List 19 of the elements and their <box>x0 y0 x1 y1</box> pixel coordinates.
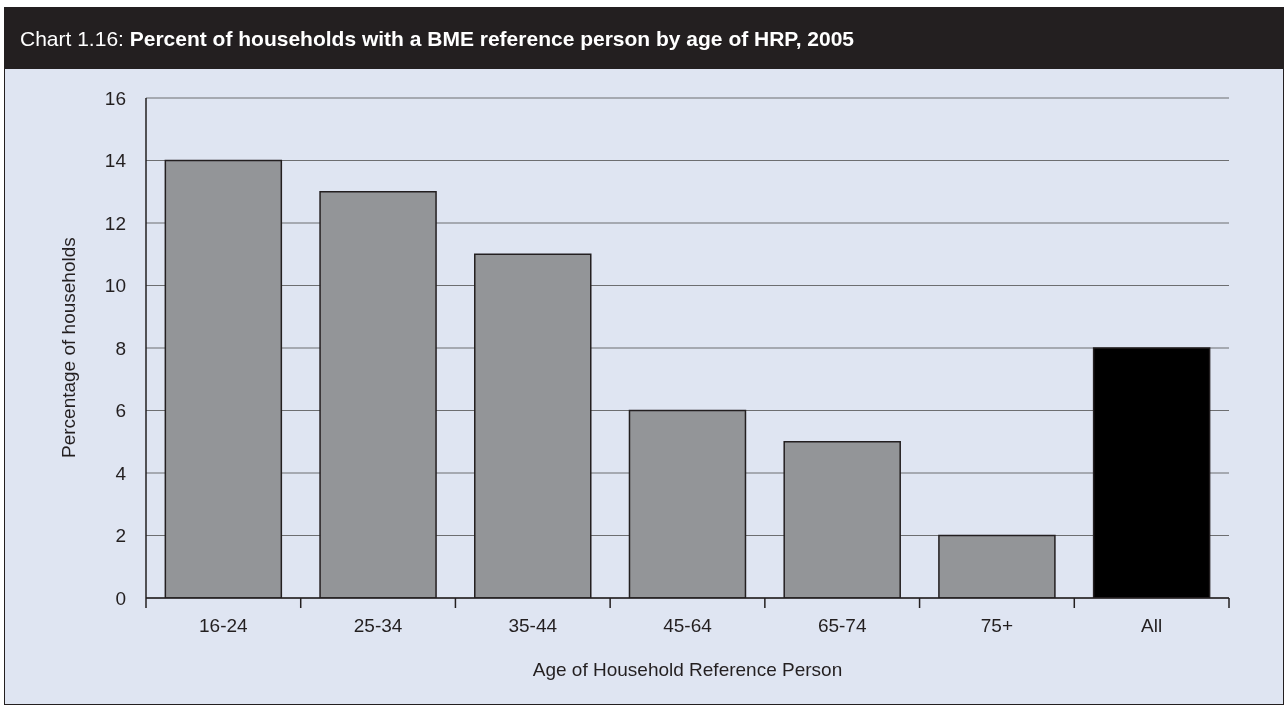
y-tick-label: 14 <box>104 150 127 172</box>
y-tick-label: 16 <box>104 87 126 109</box>
y-tick-label: 2 <box>115 525 126 547</box>
y-tick-label: 8 <box>115 337 126 359</box>
y-tick-label: 4 <box>115 462 127 484</box>
y-tick-label: 10 <box>104 275 126 297</box>
y-tick-label: 6 <box>115 400 126 422</box>
x-tick-label: 65-74 <box>817 615 867 636</box>
x-tick-label: 16-24 <box>199 615 249 636</box>
y-tick-label: 0 <box>115 587 126 609</box>
x-tick-label: 25-34 <box>353 615 403 636</box>
y-tick-label: 12 <box>104 212 126 234</box>
x-tick-label: 35-44 <box>508 615 558 636</box>
y-axis-title: Percentage of households <box>57 237 79 458</box>
x-tick-label: All <box>1141 615 1163 636</box>
x-tick-label: 45-64 <box>663 615 713 636</box>
chart-title: Chart 1.16: Percent of households with a BME reference person by age of HRP, 2005 <box>20 26 855 50</box>
x-tick-label: 75+ <box>980 615 1014 636</box>
x-axis-title: Age of Household Reference Person <box>532 659 843 680</box>
